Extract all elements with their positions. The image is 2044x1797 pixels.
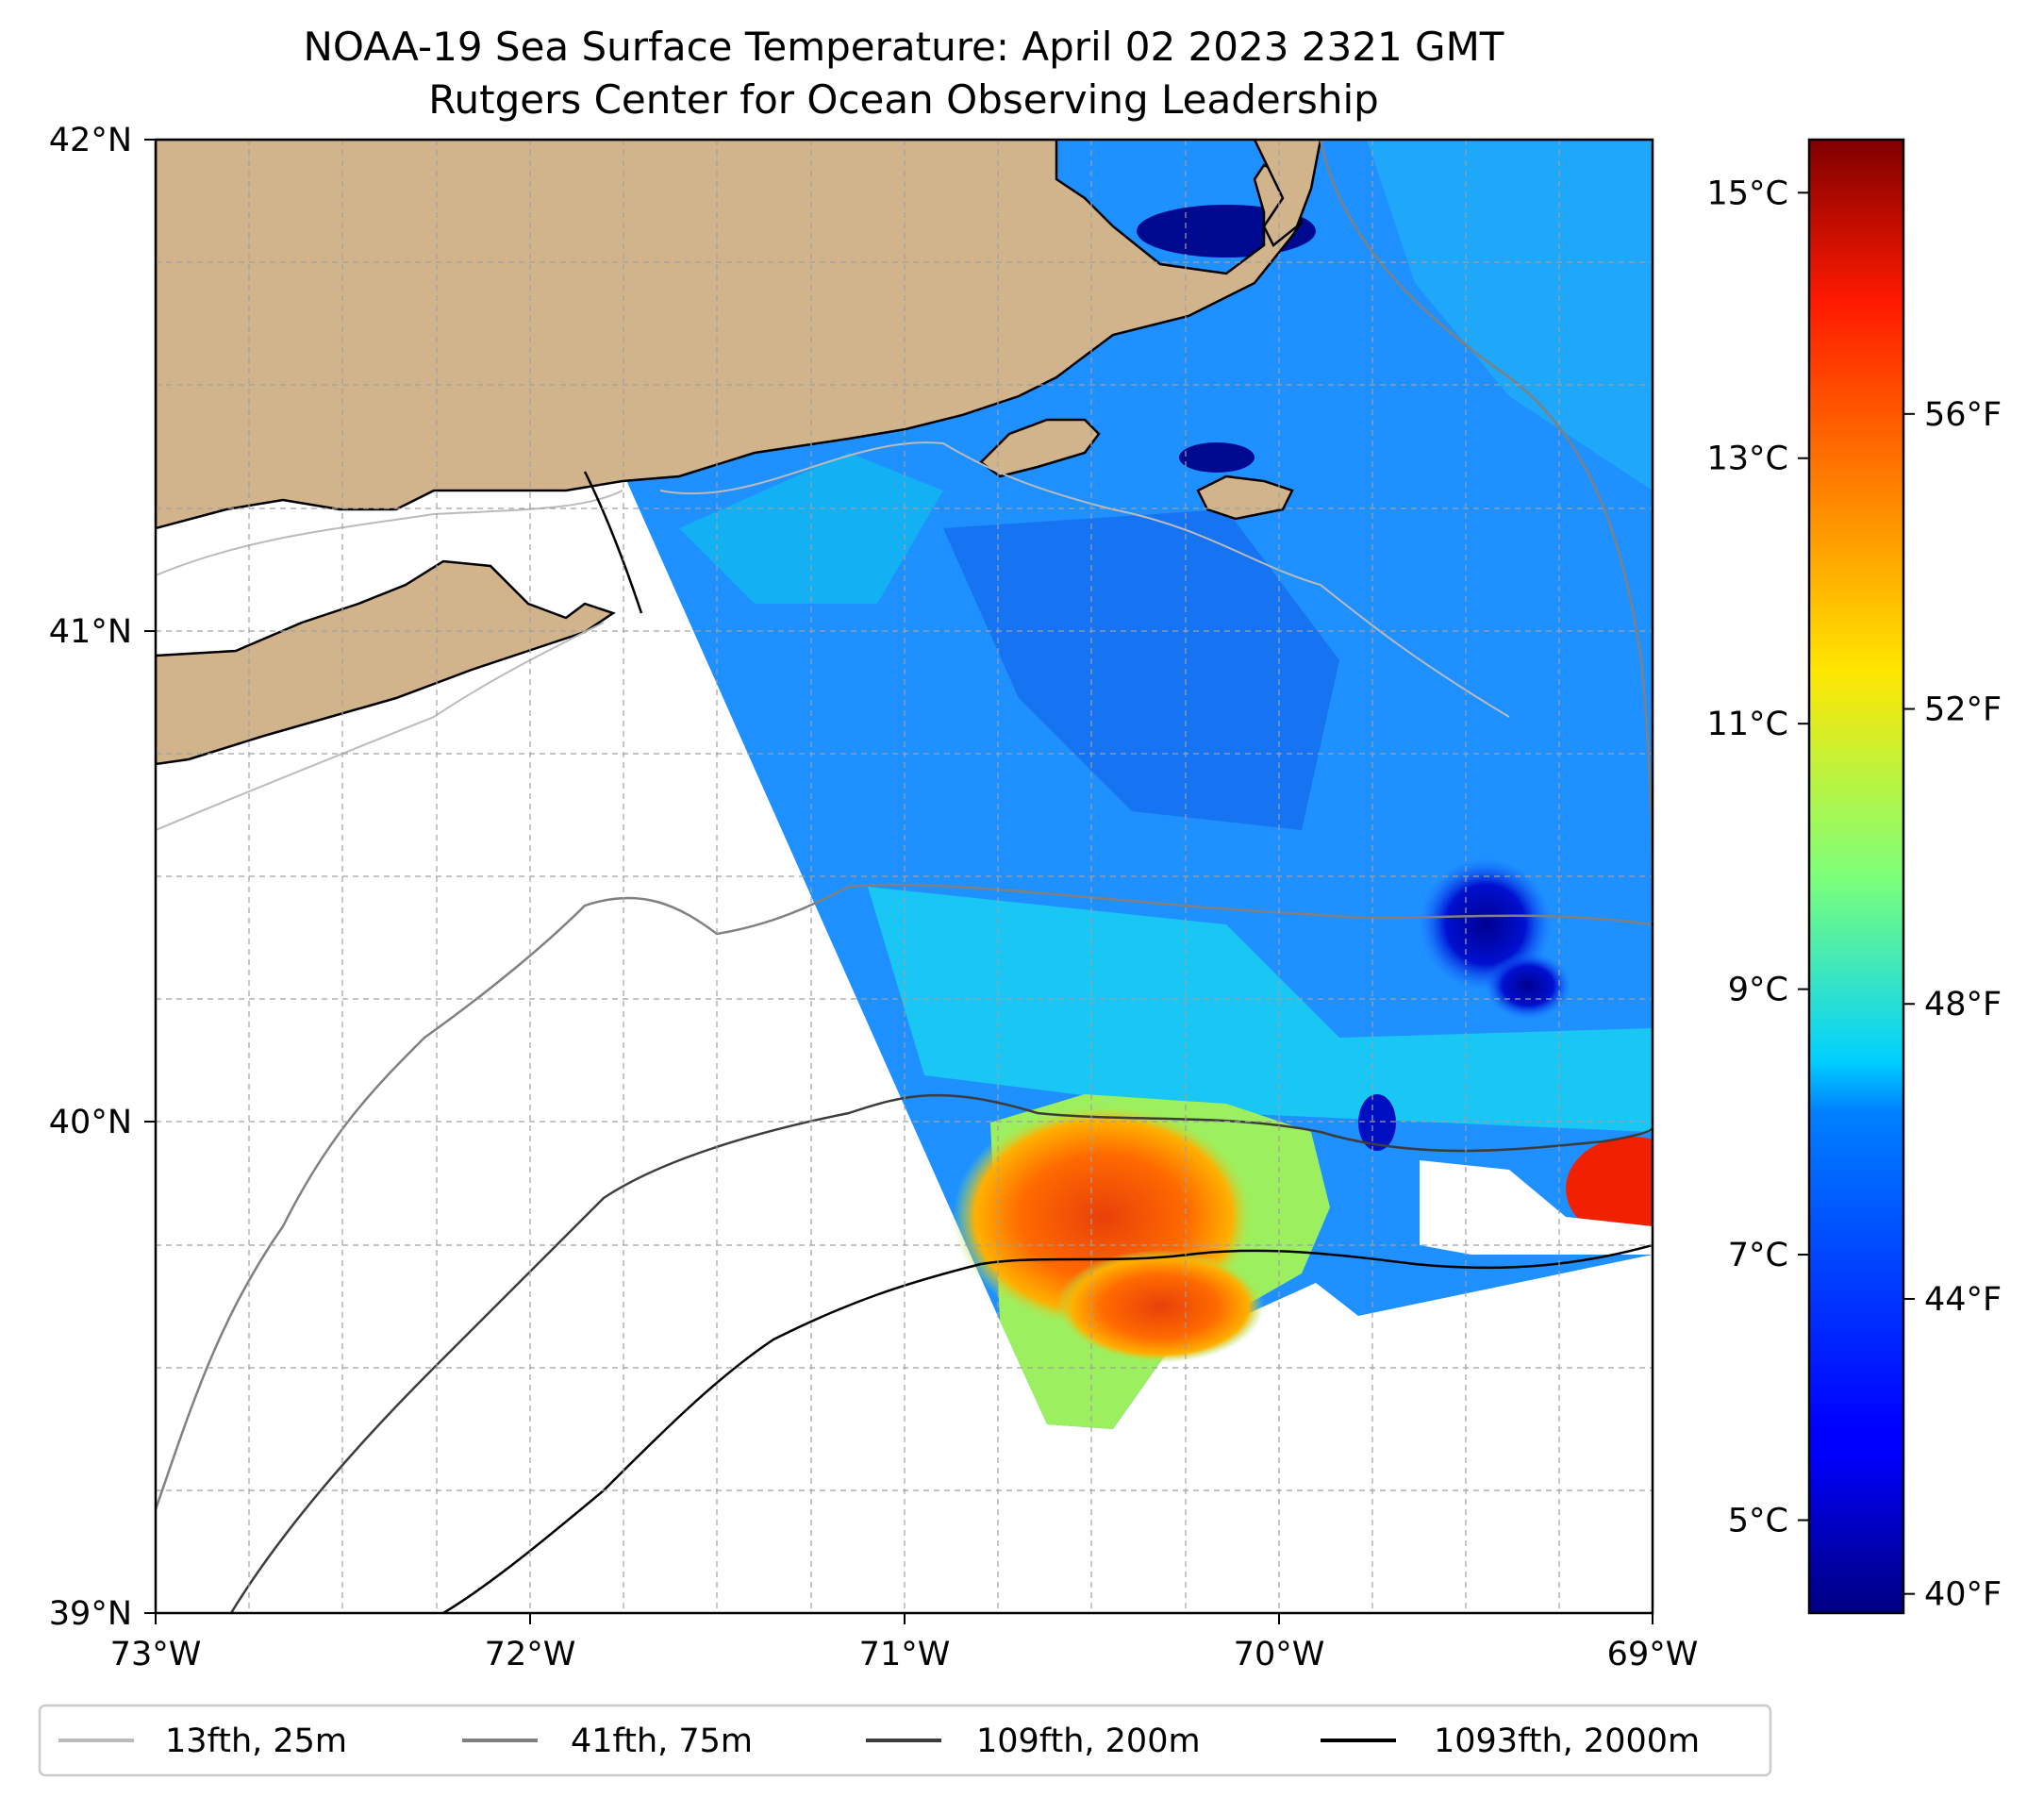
- colorbar-celsius-label: 13°C: [1707, 441, 1788, 478]
- colorbar-celsius-label: 11°C: [1707, 706, 1788, 743]
- lon-tick-label: 69°W: [1607, 1636, 1699, 1673]
- lon-tick-label: 71°W: [859, 1636, 951, 1673]
- legend-label: 13fth, 25m: [165, 1722, 347, 1760]
- legend-label: 1093fth, 2000m: [1434, 1722, 1700, 1760]
- sst-warm-core: [1056, 1250, 1264, 1363]
- contour-25m: [156, 622, 605, 831]
- colorbar: [1807, 138, 1905, 1615]
- lat-tick-label: 42°N: [49, 122, 132, 159]
- lon-tick-label: 72°W: [485, 1636, 576, 1673]
- colorbar-fahrenheit-label: 40°F: [1924, 1576, 2002, 1614]
- colorbar-celsius-label: 5°C: [1728, 1502, 1788, 1539]
- land-cape-cod: [1253, 140, 1322, 247]
- contour-75m: [156, 883, 1653, 1510]
- lon-tick-label: 73°W: [110, 1636, 202, 1673]
- sst-cold-patch: [1179, 442, 1255, 473]
- legend-label: 109fth, 200m: [976, 1722, 1201, 1760]
- colorbar-celsius-label: 9°C: [1728, 972, 1788, 1009]
- contour-2000m: [583, 471, 643, 614]
- colorbar-fahrenheit-label: 52°F: [1924, 691, 2002, 729]
- legend: 13fth, 25m 41fth, 75m 109fth, 200m 1093f…: [38, 1704, 1772, 1777]
- contour-25m: [156, 441, 1510, 718]
- map-title: NOAA-19 Sea Surface Temperature: April 0…: [304, 24, 1504, 70]
- sst-blue-patch: [943, 509, 1339, 830]
- colorbar-celsius-axis: 15°C 13°C 11°C 9°C 7°C 5°C: [1707, 175, 1809, 1539]
- legend-label: 41fth, 75m: [571, 1722, 753, 1760]
- colorbar-fahrenheit-label: 44°F: [1924, 1281, 2002, 1319]
- land-long-island: [156, 559, 616, 766]
- sst-cyan-east: [1368, 141, 1653, 491]
- land-new-england: [156, 140, 1304, 530]
- graticule: [156, 140, 1653, 1613]
- lon-tick-label: 70°W: [1234, 1636, 1325, 1673]
- colorbar-fahrenheit-axis: 56°F 52°F 48°F 44°F 40°F: [1903, 396, 2002, 1614]
- map-subtitle: Rutgers Center for Ocean Observing Leade…: [428, 76, 1379, 123]
- lat-tick-label: 40°N: [49, 1104, 132, 1141]
- axis-ticks: [144, 139, 1653, 1624]
- no-data-gap: [1420, 1160, 1653, 1255]
- sst-cold-patch: [1358, 1094, 1396, 1151]
- colorbar-celsius-label: 7°C: [1728, 1237, 1788, 1274]
- map-area: [156, 140, 1653, 1613]
- sst-cyan-south: [868, 887, 1653, 1132]
- land-marthas-vineyard: [979, 418, 1101, 478]
- colorbar-celsius-label: 15°C: [1707, 175, 1788, 212]
- colorbar-fahrenheit-label: 56°F: [1924, 396, 2002, 434]
- contour-200m: [229, 1093, 1653, 1613]
- colorbar-fahrenheit-label: 48°F: [1924, 986, 2002, 1023]
- sst-cold-patch: [1486, 953, 1570, 1019]
- lat-tick-label: 41°N: [49, 613, 132, 651]
- sst-warm-east: [1566, 1137, 1653, 1240]
- contour-75m: [1319, 140, 1653, 907]
- lat-tick-label: 39°N: [49, 1595, 132, 1633]
